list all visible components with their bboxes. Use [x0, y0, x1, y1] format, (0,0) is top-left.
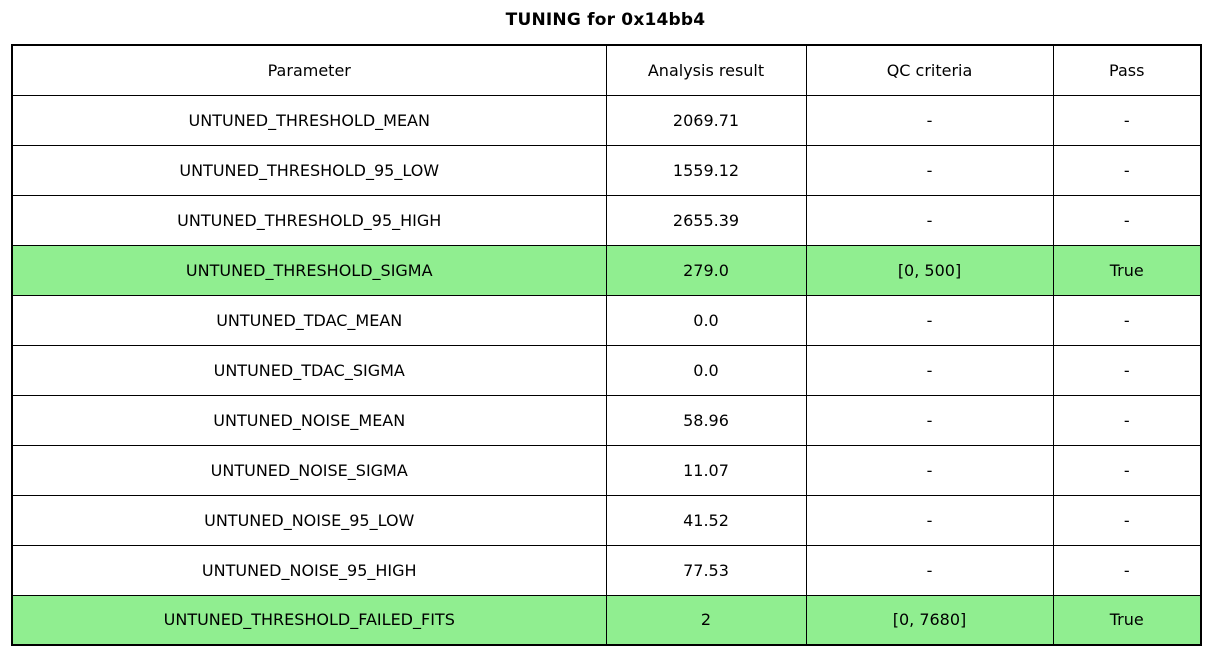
parameter-cell: UNTUNED_THRESHOLD_SIGMA: [11, 244, 607, 296]
qc-criteria-cell: -: [805, 394, 1054, 446]
header-row: Parameter Analysis result QC criteria Pa…: [11, 44, 1202, 96]
pass-cell: True: [1052, 594, 1202, 646]
analysis-result-cell: 2069.71: [605, 94, 807, 146]
analysis-result-cell: 58.96: [605, 394, 807, 446]
pass-cell: -: [1052, 294, 1202, 346]
pass-cell: -: [1052, 144, 1202, 196]
table-row: UNTUNED_THRESHOLD_SIGMA 279.0 [0, 500] True: [11, 244, 1202, 296]
qc-criteria-cell: -: [805, 544, 1054, 596]
analysis-result-cell: 2655.39: [605, 194, 807, 246]
parameter-cell: UNTUNED_TDAC_SIGMA: [11, 344, 607, 396]
analysis-result-cell: 77.53: [605, 544, 807, 596]
table-row: UNTUNED_THRESHOLD_MEAN 2069.71- -: [11, 94, 1202, 146]
parameter-cell: UNTUNED_THRESHOLD_MEAN: [11, 94, 607, 146]
pass-cell: True: [1052, 244, 1202, 296]
analysis-result-cell: 2: [605, 594, 807, 646]
pass-cell: -: [1052, 394, 1202, 446]
qc-criteria-cell: [0, 500]: [805, 244, 1054, 296]
table-row: UNTUNED_NOISE_MEAN 58.96- -: [11, 394, 1202, 446]
col-header-analysis-result: Analysis result: [605, 44, 807, 96]
table-row: UNTUNED_NOISE_95_LOW 41.52- -: [11, 494, 1202, 546]
parameter-cell: UNTUNED_THRESHOLD_FAILED_FITS: [11, 594, 607, 646]
pass-cell: -: [1052, 194, 1202, 246]
qc-criteria-cell: -: [805, 494, 1054, 546]
table-row: UNTUNED_NOISE_95_HIGH 77.53- -: [11, 544, 1202, 596]
analysis-result-cell: 11.07: [605, 444, 807, 496]
qc-criteria-cell: -: [805, 294, 1054, 346]
col-header-pass: Pass: [1052, 44, 1202, 96]
table-body: UNTUNED_THRESHOLD_MEAN 2069.71- - UNTUNED_T…: [11, 94, 1202, 646]
pass-cell: -: [1052, 494, 1202, 546]
parameter-cell: UNTUNED_TDAC_MEAN: [11, 294, 607, 346]
col-header-qc-criteria: QC criteria: [805, 44, 1054, 96]
chart-title: TUNING for 0x14bb4: [505, 10, 706, 30]
tuning-qc-table: Parameter Analysis result QC criteria Pa…: [11, 44, 1202, 646]
pass-cell: -: [1052, 544, 1202, 596]
analysis-result-cell: 1559.12: [605, 144, 807, 196]
parameter-cell: UNTUNED_THRESHOLD_95_LOW: [11, 144, 607, 196]
table-row: UNTUNED_THRESHOLD_95_HIGH 2655.39- -: [11, 194, 1202, 246]
parameter-cell: UNTUNED_NOISE_MEAN: [11, 394, 607, 446]
qc-criteria-cell: -: [805, 194, 1054, 246]
table-row: UNTUNED_THRESHOLD_95_LOW 1559.12- -: [11, 144, 1202, 196]
analysis-result-cell: 0.0: [605, 344, 807, 396]
parameter-cell: UNTUNED_NOISE_95_LOW: [11, 494, 607, 546]
qc-criteria-cell: -: [805, 144, 1054, 196]
analysis-result-cell: 0.0: [605, 294, 807, 346]
pass-cell: -: [1052, 444, 1202, 496]
qc-criteria-cell: -: [805, 444, 1054, 496]
parameter-cell: UNTUNED_THRESHOLD_95_HIGH: [11, 194, 607, 246]
pass-cell: -: [1052, 94, 1202, 146]
col-header-parameter: Parameter: [11, 44, 607, 96]
qc-criteria-cell: [0, 7680]: [805, 594, 1054, 646]
parameter-cell: UNTUNED_NOISE_95_HIGH: [11, 544, 607, 596]
qc-criteria-cell: -: [805, 344, 1054, 396]
table-row: UNTUNED_THRESHOLD_FAILED_FITS 2 [0, 7680] T…: [11, 594, 1202, 646]
table-row: UNTUNED_NOISE_SIGMA 11.07- -: [11, 444, 1202, 496]
table-row: UNTUNED_TDAC_MEAN 0.0- -: [11, 294, 1202, 346]
analysis-result-cell: 279.0: [605, 244, 807, 296]
qc-criteria-cell: -: [805, 94, 1054, 146]
pass-cell: -: [1052, 344, 1202, 396]
parameter-cell: UNTUNED_NOISE_SIGMA: [11, 444, 607, 496]
table-row: UNTUNED_TDAC_SIGMA 0.0- -: [11, 344, 1202, 396]
analysis-result-cell: 41.52: [605, 494, 807, 546]
